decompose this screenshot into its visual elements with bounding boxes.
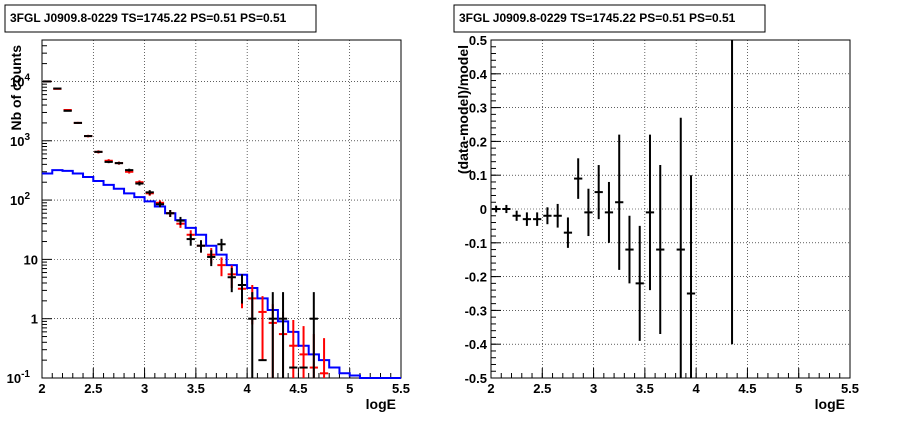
title-box [453, 4, 766, 33]
data-count-point [94, 150, 103, 153]
data-count-point [186, 233, 195, 246]
data-count-point [166, 210, 175, 217]
data-count-point [114, 161, 124, 165]
model-count-point [319, 338, 329, 378]
y-tick-label: 104 [10, 72, 30, 89]
model-count-point [299, 326, 308, 378]
data-count-point [145, 190, 154, 195]
x-tick-label: 3.5 [636, 381, 654, 396]
x-tick-label: 5.5 [392, 381, 410, 396]
x-tick-label: 3 [590, 381, 597, 396]
x-tick-label: 5 [795, 381, 802, 396]
y-axis-label: (data-model)/model [455, 45, 471, 174]
y-tick-label: -0.2 [465, 270, 487, 285]
title-box [4, 4, 317, 33]
residual-point [676, 117, 685, 378]
data-count-point [248, 292, 257, 378]
model-histogram-line [42, 169, 401, 379]
x-tick-label: 3 [141, 381, 148, 396]
residual-point [625, 215, 634, 284]
y-tick-label: 102 [10, 191, 30, 208]
residual-point [594, 165, 603, 220]
data-count-point [155, 201, 165, 208]
data-count-point [227, 267, 236, 293]
data-count-point [135, 181, 144, 186]
data-count-point [217, 238, 226, 252]
y-tick-label: 10-1 [7, 369, 31, 386]
model-count-point [258, 296, 267, 361]
residual-point [584, 188, 593, 237]
plot-frame [41, 39, 402, 379]
data-count-point [196, 240, 206, 253]
chart-title: 3FGL J0909.8-0229 TS=1745.22 PS=0.51 PS=… [459, 11, 736, 25]
data-count-point [207, 250, 216, 267]
x-tick-label: 4.5 [289, 381, 307, 396]
y-tick-label: -0.4 [465, 337, 488, 352]
data-count-point [278, 292, 288, 378]
y-tick-label: -0.5 [465, 371, 487, 386]
residual-point [553, 203, 562, 228]
residual-point [656, 165, 665, 335]
x-axis-label: logE [815, 396, 845, 412]
y-tick-label: 0.2 [469, 134, 487, 149]
y-tick-label: 10 [24, 252, 38, 267]
y-tick-label: 0.5 [469, 33, 487, 48]
model-count-point [289, 320, 298, 378]
residual-point [502, 204, 511, 214]
residual-point [645, 134, 655, 291]
y-tick-label: 0 [480, 202, 487, 217]
residual-point [492, 205, 501, 213]
data-count-point [73, 121, 83, 124]
y-tick-label: -0.3 [465, 303, 487, 318]
residual-point [543, 207, 552, 225]
data-count-point [84, 135, 93, 138]
y-tick-label: 0.4 [469, 67, 488, 82]
y-tick-label: 1 [31, 312, 38, 327]
residual-point [563, 217, 573, 248]
residual-point [686, 175, 696, 378]
residual-point [604, 181, 614, 243]
residuals-chart: 3FGL J0909.8-0229 TS=1745.22 PS=0.51 PS=… [453, 4, 859, 412]
x-tick-label: 3.5 [187, 381, 205, 396]
x-tick-label: 5.5 [841, 381, 859, 396]
data-count-point [63, 109, 72, 112]
y-tick-label: 0.1 [469, 168, 487, 183]
x-tick-label: 2 [38, 381, 45, 396]
residual-point [574, 158, 583, 199]
residual-point [512, 210, 521, 221]
x-axis-label: logE [366, 396, 396, 412]
residual-point [522, 212, 532, 226]
y-axis-label: Nb of counts [8, 45, 24, 131]
data-count-point [43, 80, 52, 83]
data-count-point [237, 274, 247, 304]
chart-title: 3FGL J0909.8-0229 TS=1745.22 PS=0.51 PS=… [10, 11, 287, 25]
data-count-point [125, 168, 134, 172]
y-tick-label: 0.3 [469, 101, 487, 116]
residual-point [635, 225, 644, 341]
residual-point [533, 212, 542, 226]
model-count-point [217, 257, 226, 277]
y-tick-label: -0.1 [465, 236, 487, 251]
x-tick-label: 2 [487, 381, 494, 396]
x-tick-label: 5 [346, 381, 353, 396]
data-count-point [176, 216, 185, 225]
data-count-point [309, 292, 318, 378]
data-count-point [268, 292, 277, 378]
x-tick-label: 2.5 [533, 381, 551, 396]
counts-spectrum-chart: 3FGL J0909.8-0229 TS=1745.22 PS=0.51 PS=… [4, 4, 410, 412]
x-tick-label: 4 [693, 381, 701, 396]
x-tick-label: 4 [244, 381, 252, 396]
data-count-point [104, 160, 113, 164]
data-count-point [53, 87, 62, 90]
plot-frame [490, 39, 851, 379]
x-tick-label: 2.5 [84, 381, 102, 396]
y-tick-label: 103 [10, 132, 30, 149]
x-tick-label: 4.5 [738, 381, 756, 396]
residual-point [615, 134, 624, 270]
